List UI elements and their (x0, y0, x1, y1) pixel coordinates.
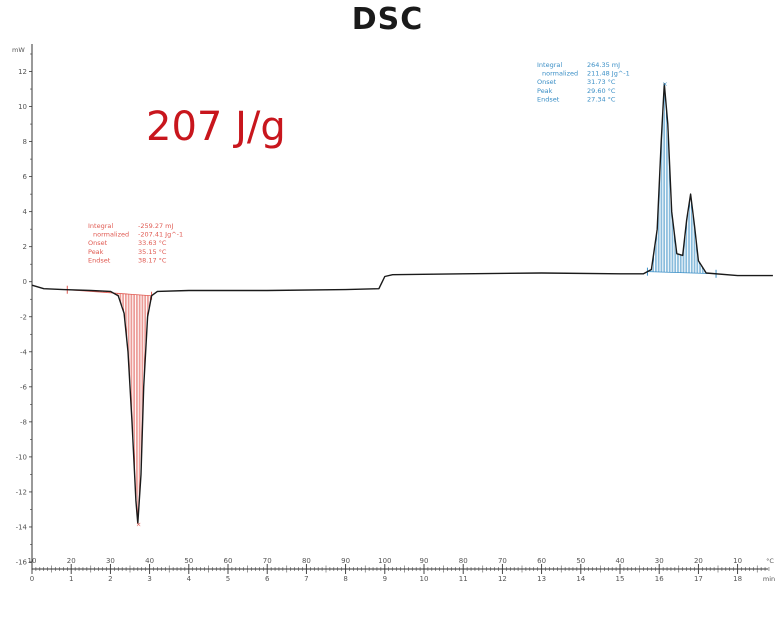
time-tick-label: 2 (108, 575, 112, 583)
time-tick-label: 13 (537, 575, 546, 583)
y-tick-label: -8 (20, 418, 27, 426)
time-tick-label: 16 (655, 575, 664, 583)
annotation-label: Endset (88, 256, 111, 264)
y-tick-label: 8 (23, 138, 27, 146)
time-tick-label: 4 (187, 575, 192, 583)
time-tick-label: 11 (459, 575, 468, 583)
chart-title: DSC (351, 2, 424, 37)
time-tick-label: 8 (343, 575, 347, 583)
time-tick-label: 3 (147, 575, 151, 583)
peak-marker: × (136, 520, 141, 528)
time-tick-label: 17 (694, 575, 703, 583)
dsc-curve (31, 83, 773, 525)
temp-unit-label: °C (766, 557, 774, 565)
peak-annotations: Integral -259.27 mJ normalized -207.41 Jg^-… (88, 61, 668, 528)
annotation-label: Peak (88, 248, 104, 256)
y-tick-label: -4 (20, 348, 28, 356)
temp-tick-label: 70 (498, 557, 507, 565)
y-tick-label: -2 (20, 313, 27, 321)
temp-tick-label: 30 (655, 557, 664, 565)
enthalpy-annotation: 207 J/g (146, 104, 286, 150)
y-tick-label: -14 (16, 523, 28, 531)
y-tick-label: 2 (23, 243, 27, 251)
temp-tick-label: 60 (224, 557, 233, 565)
temp-tick-label: 80 (459, 557, 468, 565)
annotation-value: -207.41 Jg^-1 (138, 231, 183, 239)
y-axis-label: mW (12, 46, 25, 54)
y-tick-label: 0 (23, 278, 27, 286)
time-tick-label: 10 (420, 575, 429, 583)
time-tick-label: 18 (733, 575, 742, 583)
time-tick-label: 14 (576, 575, 585, 583)
annotation-value: 31.73 °C (587, 78, 616, 86)
time-tick-label: 15 (616, 575, 625, 583)
peak-marker: × (662, 80, 667, 88)
y-tick-label: -16 (16, 559, 28, 567)
time-tick-label: 5 (226, 575, 230, 583)
annotation-value: 35.15 °C (138, 248, 167, 256)
annotation-label: normalized (542, 70, 578, 78)
time-tick-label: 1 (69, 575, 73, 583)
temp-tick-label: 60 (537, 557, 546, 565)
temp-tick-label: 20 (694, 557, 703, 565)
annotation-value: 211.48 Jg^-1 (587, 70, 630, 78)
temp-tick-label: 80 (302, 557, 311, 565)
temp-tick-label: 90 (341, 557, 350, 565)
y-tick-label: 12 (18, 68, 27, 76)
temp-tick-label: 100 (378, 557, 391, 565)
peak-fills (66, 88, 717, 524)
temp-tick-label: 10 (733, 557, 742, 565)
temp-tick-label: 20 (67, 557, 76, 565)
annotation-value: 27.34 °C (587, 95, 616, 103)
time-tick-label: 0 (30, 575, 34, 583)
series-layer (31, 83, 773, 525)
annotation-label: Endset (537, 95, 560, 103)
temp-tick-label: 90 (420, 557, 429, 565)
temp-tick-label: 70 (263, 557, 272, 565)
temp-tick-label: 50 (576, 557, 585, 565)
annotation-label: Onset (537, 78, 557, 86)
y-tick-label: 4 (23, 208, 28, 216)
annotation-value: -259.27 mJ (138, 222, 173, 230)
y-tick-label: -12 (16, 488, 27, 496)
time-tick-label: 12 (498, 575, 507, 583)
y-tick-label: 6 (23, 173, 28, 181)
annotation-label: normalized (93, 231, 129, 239)
annotation-label: Peak (537, 87, 553, 95)
integration-baseline (647, 271, 717, 275)
annotation-value: 33.63 °C (138, 239, 167, 247)
annotation-label: Integral (537, 61, 562, 69)
annotation-value: 29.60 °C (587, 87, 616, 95)
temp-tick-label: 30 (106, 557, 115, 565)
temp-tick-label: 40 (145, 557, 154, 565)
time-unit-label: min (763, 575, 775, 583)
temp-tick-label: 10 (28, 557, 37, 565)
time-tick-label: 7 (304, 575, 308, 583)
annotation-value: 38.17 °C (138, 256, 167, 264)
time-tick-label: 9 (383, 575, 387, 583)
annotation-label: Onset (88, 239, 108, 247)
y-tick-label: -10 (16, 453, 27, 461)
annotation-value: 264.35 mJ (587, 61, 620, 69)
y-tick-label: 10 (18, 103, 27, 111)
time-tick-label: 6 (265, 575, 270, 583)
annotation-label: Integral (88, 222, 113, 230)
temp-tick-label: 40 (616, 557, 625, 565)
y-tick-label: -6 (20, 383, 28, 391)
temp-tick-label: 50 (184, 557, 193, 565)
